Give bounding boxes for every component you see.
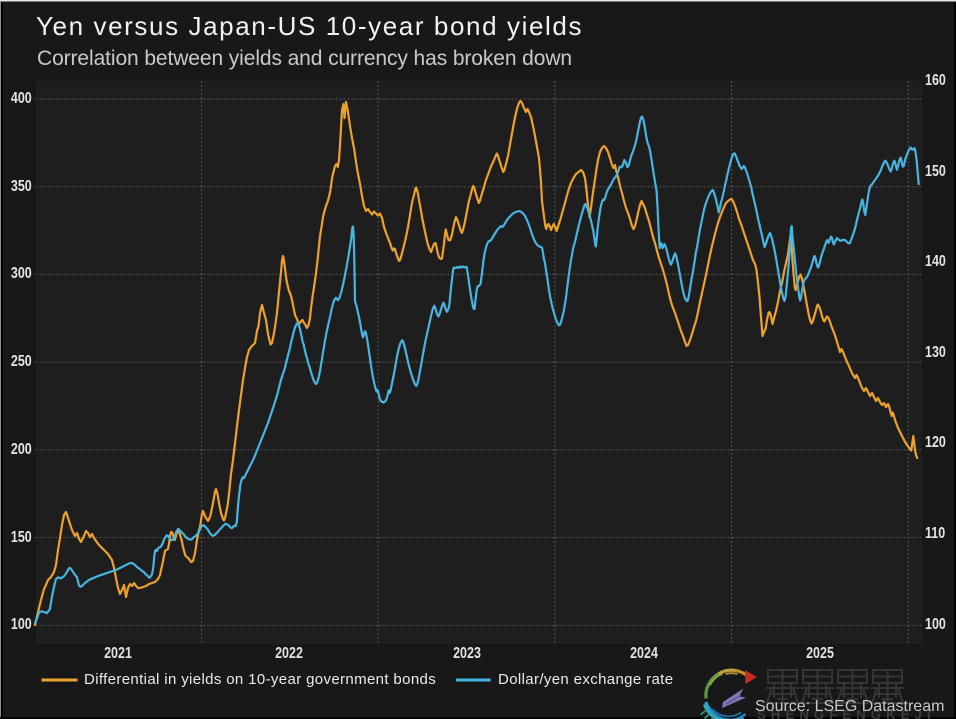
svg-text:SHENGFENGKEJI: SHENGFENGKEJI bbox=[757, 707, 936, 719]
svg-text:Source: LSEG Datastream: Source: LSEG Datastream bbox=[755, 698, 944, 715]
